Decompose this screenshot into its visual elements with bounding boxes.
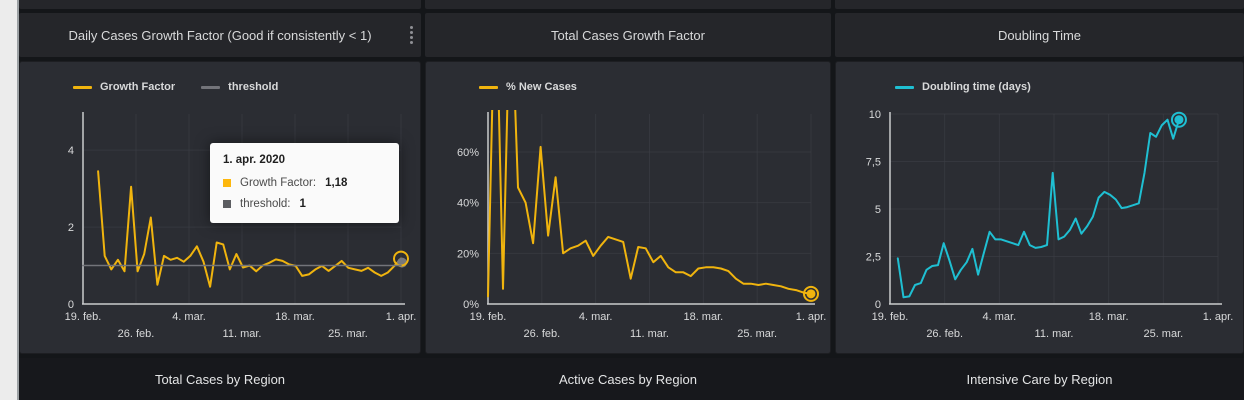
legend-item[interactable]: threshold [201,81,278,93]
svg-text:10: 10 [869,109,881,121]
previous-row-panel-edge [835,0,1244,9]
page-left-margin [0,0,19,400]
svg-text:0: 0 [875,299,881,311]
next-row-header-band: Total Cases by Region Active Cases by Re… [19,358,1244,400]
legend-item[interactable]: Growth Factor [73,81,175,93]
column-daily-growth: Daily Cases Growth Factor (Good if consi… [19,0,421,400]
previous-row-panel-edge [425,0,831,9]
svg-text:5: 5 [875,204,881,216]
svg-text:26. feb.: 26. feb. [118,328,155,340]
svg-text:1. apr.: 1. apr. [386,311,417,323]
legend-label: Doubling time (days) [922,81,1031,93]
svg-text:11. mar.: 11. mar. [223,328,262,340]
panel-title-daily-growth[interactable]: Daily Cases Growth Factor (Good if consi… [68,27,372,43]
dashboard-content: Daily Cases Growth Factor (Good if consi… [19,0,1244,400]
tooltip-row-growth-factor: Growth Factor: 1,18 [223,177,386,189]
tooltip-label: threshold: [240,198,291,210]
svg-text:4. mar.: 4. mar. [579,311,613,323]
legend-swatch-icon [895,85,914,89]
legend-label: threshold [228,81,279,93]
legend-doubling-time: Doubling time (days) [895,81,1031,93]
series-color-swatch [223,200,231,208]
panel-title-intensive-care-by-region[interactable]: Intensive Care by Region [966,371,1113,387]
svg-text:26. feb.: 26. feb. [523,328,560,340]
panel-header-doubling-time: Doubling Time [835,13,1244,57]
svg-text:2,5: 2,5 [866,252,881,264]
series--new-cases [487,110,812,298]
legend-item[interactable]: % New Cases [479,81,577,93]
panel-total-growth: % New Cases 0% 20% 40% 60% 19. feb. 26. feb. 4… [425,61,831,354]
panel-header-total-growth: Total Cases Growth Factor [425,13,831,57]
svg-text:19. feb.: 19. feb. [470,311,507,323]
panel-daily-growth: Growth Factor threshold 0 2 4 19. feb. 26. fe… [19,61,421,354]
svg-text:4. mar.: 4. mar. [983,311,1017,323]
svg-text:25. mar.: 25. mar. [737,328,777,340]
panel-title-active-cases-by-region[interactable]: Active Cases by Region [558,371,697,387]
tooltip-row-threshold: threshold: 1 [223,198,386,210]
svg-text:4. mar.: 4. mar. [172,311,206,323]
svg-text:19. feb.: 19. feb. [872,311,909,323]
svg-text:0: 0 [68,299,74,311]
svg-text:19. feb.: 19. feb. [65,311,102,323]
tooltip-label: Growth Factor: [240,177,317,189]
legend-swatch-icon [479,85,498,89]
tooltip-value: 1,18 [325,177,348,189]
legend-daily-growth: Growth Factor threshold [73,81,278,93]
legend-total-growth: % New Cases [479,81,577,93]
column-total-growth: Total Cases Growth Factor % New Cases 0%… [425,0,831,400]
legend-item[interactable]: Doubling time (days) [895,81,1031,93]
svg-text:40%: 40% [457,198,479,210]
panel-title-total-growth[interactable]: Total Cases Growth Factor [551,27,705,43]
svg-text:25. mar.: 25. mar. [328,328,368,340]
highlighted-point [1174,115,1184,125]
legend-label: Growth Factor [100,81,176,93]
legend-swatch-icon [201,85,221,89]
panel-doubling-time: Doubling time (days) 0 2,5 5 7,5 10 19. feb. 2… [835,61,1244,354]
panel-title-doubling-time[interactable]: Doubling Time [997,27,1082,43]
highlight-ring-icon [1170,111,1187,128]
series-color-swatch [223,179,231,187]
svg-text:18. mar.: 18. mar. [683,311,723,323]
svg-text:25. mar.: 25. mar. [1143,328,1183,340]
svg-text:0%: 0% [463,299,479,311]
panel-header-daily-growth: Daily Cases Growth Factor (Good if consi… [19,13,421,57]
svg-text:20%: 20% [457,248,479,260]
series-doubling-time-days- [896,118,1180,299]
chart-tooltip: 1. apr. 2020 Growth Factor: 1,18 thresho… [210,143,399,223]
tooltip-date: 1. apr. 2020 [223,154,286,166]
highlighted-point [806,289,816,299]
previous-row-panel-edge [19,0,421,9]
svg-text:7,5: 7,5 [866,157,881,169]
svg-text:18. mar.: 18. mar. [1089,311,1129,323]
svg-text:11. mar.: 11. mar. [1035,328,1074,340]
svg-text:2: 2 [68,222,74,234]
legend-swatch-icon [73,85,92,89]
kebab-menu-icon[interactable] [404,22,419,48]
svg-text:11. mar.: 11. mar. [630,328,669,340]
svg-text:4: 4 [68,145,74,157]
highlight-ring-icon [803,285,819,302]
doubling-time-chart[interactable]: 0 2,5 5 7,5 10 19. feb. 26. feb. 4. mar. 11. mar… [836,62,1243,353]
svg-text:1. apr.: 1. apr. [796,311,827,323]
svg-text:26. feb.: 26. feb. [926,328,963,340]
legend-label: % New Cases [506,81,577,93]
tooltip-value: 1 [299,198,306,210]
panel-title-total-cases-by-region[interactable]: Total Cases by Region [154,371,286,387]
svg-text:1. apr.: 1. apr. [1203,311,1234,323]
svg-text:18. mar.: 18. mar. [275,311,315,323]
svg-text:60%: 60% [457,147,479,159]
column-doubling-time: Doubling Time Doubling time (days) 0 2,5 5… [835,0,1244,400]
new-cases-percent-chart[interactable]: 0% 20% 40% 60% 19. feb. 26. feb. 4. mar. 11. ma… [426,62,830,353]
